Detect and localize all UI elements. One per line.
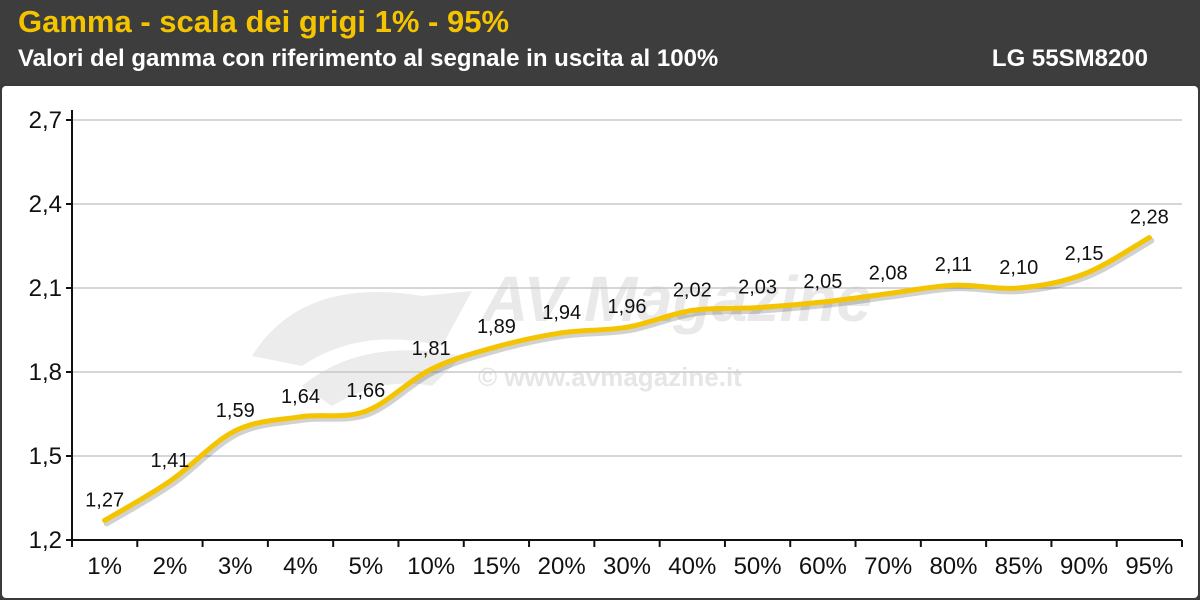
x-tick-label: 4%: [283, 553, 318, 580]
x-tick-label: 50%: [734, 553, 782, 580]
data-point: [755, 305, 761, 311]
data-label: 1,66: [346, 380, 385, 402]
data-label: 2,28: [1130, 207, 1169, 229]
x-tick-label: 60%: [799, 553, 847, 580]
data-point: [298, 414, 304, 420]
chart-title: Gamma - scala dei grigi 1% - 95%: [18, 4, 510, 39]
x-tick-label: 10%: [407, 553, 455, 580]
data-point: [1016, 285, 1022, 291]
chart-axes: [71, 110, 1182, 541]
data-label: 1,59: [216, 400, 255, 422]
data-label: 1,89: [477, 316, 516, 338]
y-axis-ticks: 1,2 1,5 1,8 2,1 2,4 2,7: [29, 107, 72, 554]
data-label: 1,27: [85, 489, 124, 511]
data-label: 2,08: [869, 263, 908, 285]
y-tick-label: 2,7: [29, 107, 62, 134]
watermark-logo-text: AV Magazine: [480, 263, 872, 335]
data-point: [950, 282, 956, 288]
x-tick-label: 5%: [348, 553, 383, 580]
x-tick-label: 40%: [668, 553, 716, 580]
y-tick-label: 1,2: [29, 527, 62, 554]
x-tick-label: 15%: [472, 553, 520, 580]
x-tick-label: 1%: [87, 553, 122, 580]
x-tick-label: 2%: [153, 553, 188, 580]
data-point: [428, 366, 434, 372]
data-point: [1146, 235, 1152, 241]
watermark-url: © www.avmagazine.it: [478, 362, 742, 392]
y-tick-label: 1,5: [29, 443, 62, 470]
y-tick-label: 2,1: [29, 275, 62, 302]
data-labels: 1,27 1,41 1,59 1,64 1,66 1,81 1,89 1,94 1,96 2,02…: [85, 207, 1169, 512]
data-label: 2,02: [673, 279, 712, 301]
data-point: [167, 478, 173, 484]
x-tick-label: 3%: [218, 553, 253, 580]
data-label: 1,41: [150, 450, 189, 472]
device-model-label: LG 55SM8200: [991, 45, 1148, 72]
x-axis-ticks: 1% 2% 3% 4% 5% 10% 15% 20% 30% 40% 50% 60% 70% 80% 85%…: [71, 540, 1183, 580]
chart-panel: AV Magazine © www.avmagazine.it 1,2 1,5 1,…: [2, 86, 1198, 598]
data-label: 1,94: [542, 302, 581, 324]
x-tick-label: 30%: [603, 553, 651, 580]
data-label: 2,11: [935, 254, 972, 276]
y-tick-label: 2,4: [29, 191, 62, 218]
x-tick-label: 80%: [929, 553, 977, 580]
series-gamma: [102, 235, 1155, 527]
data-point: [559, 330, 565, 336]
x-tick-label: 20%: [538, 553, 586, 580]
x-tick-label: 85%: [995, 553, 1043, 580]
series-line-shadow: [103, 237, 1155, 527]
y-tick-label: 1,8: [29, 359, 62, 386]
data-label: 1,64: [281, 386, 320, 408]
x-tick-label: 90%: [1060, 553, 1108, 580]
chart-subtitle: Valori del gamma con riferimento al segn…: [18, 45, 719, 72]
data-label: 2,10: [999, 257, 1038, 279]
data-point: [689, 307, 695, 313]
data-point: [232, 428, 238, 434]
data-label: 2,05: [803, 271, 842, 293]
data-point: [493, 344, 499, 350]
data-point: [1081, 271, 1087, 277]
data-point: [363, 408, 369, 414]
data-point: [885, 291, 891, 297]
data-label: 2,15: [1065, 243, 1104, 265]
x-tick-label: 70%: [864, 553, 912, 580]
data-label: 1,81: [412, 338, 451, 360]
chart-header: Gamma - scala dei grigi 1% - 95% Valori …: [0, 0, 1200, 84]
data-point: [624, 324, 630, 330]
data-point: [820, 299, 826, 305]
x-tick-label: 95%: [1125, 553, 1173, 580]
data-point: [102, 517, 108, 523]
data-label: 1,96: [608, 296, 647, 318]
gamma-line-chart: AV Magazine © www.avmagazine.it 1,21,51,…: [29, 107, 1183, 580]
data-label: 2,03: [738, 277, 777, 299]
